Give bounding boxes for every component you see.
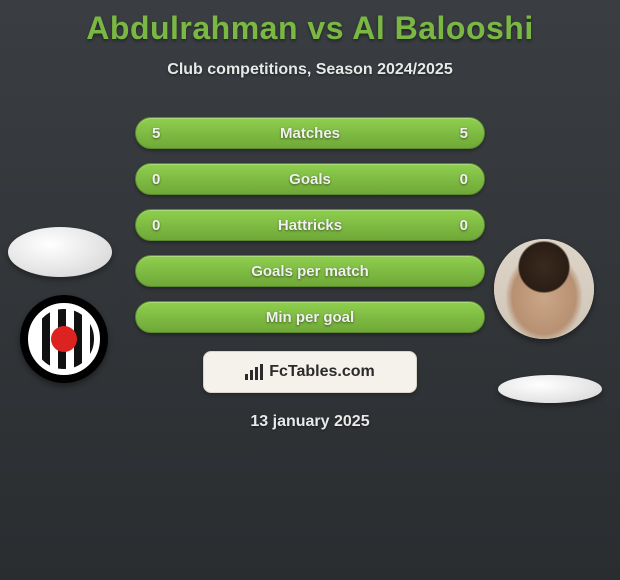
stat-bar: 0 Goals 0 xyxy=(135,163,485,195)
stat-bars: 5 Matches 5 0 Goals 0 0 Hattricks 0 Goal… xyxy=(135,117,485,333)
club-left-badge-inner xyxy=(28,303,100,375)
club-left-badge xyxy=(20,295,108,383)
source-logo: FcTables.com xyxy=(203,351,417,393)
stat-bar: 0 Hattricks 0 xyxy=(135,209,485,241)
chart-icon xyxy=(245,364,265,380)
club-right-badge xyxy=(498,375,602,403)
stat-right-value: 0 xyxy=(448,171,468,188)
player-left-avatar xyxy=(8,227,112,277)
date-label: 13 january 2025 xyxy=(0,413,620,431)
player-right-avatar xyxy=(494,239,594,339)
stat-bar: Goals per match xyxy=(135,255,485,287)
player-right-face xyxy=(494,239,594,339)
stat-label: Min per goal xyxy=(266,309,354,326)
stat-label: Matches xyxy=(280,125,340,142)
stat-label: Hattricks xyxy=(278,217,342,234)
stat-left-value: 0 xyxy=(152,217,172,234)
stat-left-value: 0 xyxy=(152,171,172,188)
stat-left-value: 5 xyxy=(152,125,172,142)
subtitle: Club competitions, Season 2024/2025 xyxy=(0,61,620,79)
comparison-area: 5 Matches 5 0 Goals 0 0 Hattricks 0 Goal… xyxy=(0,117,620,431)
source-logo-text: FcTables.com xyxy=(269,363,375,381)
stat-label: Goals per match xyxy=(251,263,369,280)
page-title: Abdulrahman vs Al Balooshi xyxy=(0,0,620,47)
stat-right-value: 5 xyxy=(448,125,468,142)
stat-right-value: 0 xyxy=(448,217,468,234)
stat-bar: 5 Matches 5 xyxy=(135,117,485,149)
stat-label: Goals xyxy=(289,171,331,188)
stat-bar: Min per goal xyxy=(135,301,485,333)
